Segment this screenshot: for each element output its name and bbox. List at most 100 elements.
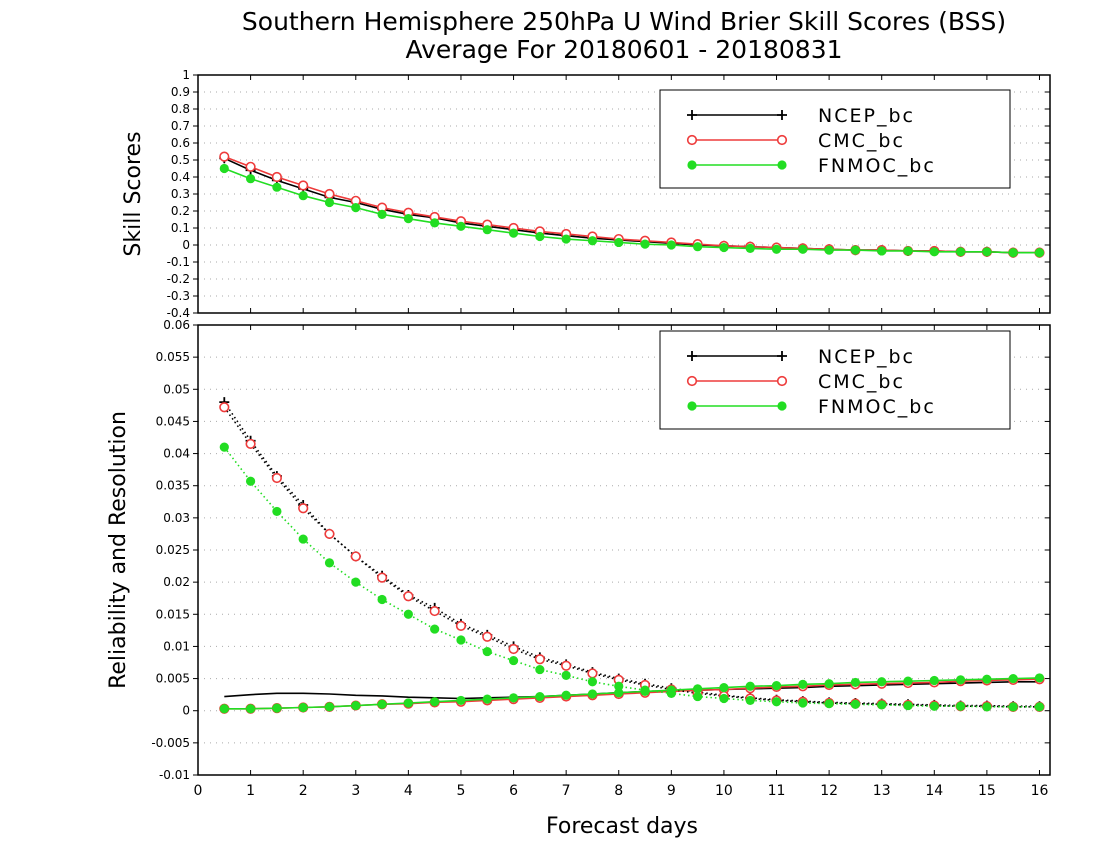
x-tick-label: 2 [299, 783, 308, 799]
data-point [561, 234, 571, 244]
data-point [219, 151, 230, 162]
data-point [824, 245, 834, 255]
x-tick-label: 10 [715, 783, 733, 799]
data-point [430, 218, 440, 228]
data-point [614, 688, 624, 698]
data-point [377, 699, 387, 709]
y-tick-label: 0.3 [171, 187, 190, 201]
data-point [745, 681, 755, 691]
legend-label: NCEP_bc [818, 105, 915, 127]
data-point [377, 209, 387, 219]
data-point [324, 702, 335, 712]
y-axis-label: Reliability and Resolution [106, 411, 131, 689]
legend-label: NCEP_bc [818, 346, 915, 368]
y-tick-label: 0.04 [163, 447, 190, 461]
data-point [219, 704, 229, 714]
y-tick-label: 0.045 [156, 414, 190, 428]
legend-label: FNMOC_bc [818, 155, 936, 177]
data-point [351, 203, 361, 213]
data-point [245, 438, 256, 450]
x-tick-label: 8 [614, 783, 623, 799]
y-tick-label: 0.6 [171, 136, 190, 150]
legend-label: FNMOC_bc [818, 396, 936, 418]
data-point [271, 171, 282, 183]
x-tick-label: 14 [925, 783, 943, 799]
panels-group: -0.4 -0.3 -0.2 -0.1 0 0.1 0.2 0.3 0.4 0.5 0.6 0.7 0.… [106, 68, 1051, 839]
data-point [745, 243, 755, 253]
data-point [429, 605, 440, 617]
y-tick-label: 0.025 [156, 543, 190, 557]
data-point [482, 694, 492, 704]
data-point [324, 558, 335, 568]
x-tick-label: 0 [194, 783, 203, 799]
y-tick-label: 0.2 [171, 204, 190, 218]
data-point [850, 699, 861, 709]
data-point [719, 693, 729, 704]
data-point [640, 685, 650, 695]
legend-marker [777, 351, 787, 361]
data-point [508, 693, 519, 703]
series-FNMOC_bc-solid [219, 673, 1045, 714]
data-point [482, 225, 492, 235]
data-point [272, 182, 282, 192]
data-point [1008, 702, 1018, 712]
data-point [561, 690, 571, 700]
y-tick-label: 0.4 [171, 170, 190, 184]
data-point [271, 472, 282, 484]
data-point [508, 655, 519, 666]
data-point [272, 703, 282, 713]
data-point [324, 197, 335, 208]
legend-box [659, 330, 1011, 430]
x-axis-label: Forecast days [546, 814, 698, 839]
data-point [219, 442, 229, 452]
data-point [640, 239, 650, 249]
data-point [929, 247, 939, 257]
data-point [745, 695, 755, 706]
legend-marker [686, 134, 698, 146]
y-tick-label: 0 [182, 238, 190, 252]
data-point [850, 245, 861, 255]
y-tick-label: 0.7 [171, 119, 190, 133]
data-point [771, 697, 782, 707]
data-point [245, 174, 256, 184]
data-point [455, 620, 467, 631]
panel-2: -0.01 -0.005 0 0.005 0.01 0.015 0.02 0.025 0.03 0… [106, 318, 1051, 839]
y-tick-label: 0.02 [163, 575, 190, 589]
data-point [403, 591, 414, 602]
series-line [223, 446, 1040, 708]
data-point [955, 675, 966, 685]
x-tick-label: 15 [978, 783, 996, 799]
y-axis-label: Skill Scores [121, 131, 146, 256]
data-point [508, 228, 519, 238]
data-point [798, 679, 808, 689]
y-tick-label: 0.1 [171, 221, 190, 235]
data-point [877, 246, 887, 256]
data-point [298, 534, 308, 544]
data-point [771, 244, 782, 254]
series-line [223, 401, 1040, 708]
data-point [456, 221, 466, 231]
data-point [508, 643, 519, 655]
data-point [719, 242, 729, 253]
data-point [245, 476, 256, 486]
data-point [324, 528, 335, 540]
series-NCEP_bc-solid [224, 680, 1040, 700]
data-point [245, 161, 256, 172]
y-tick-label: -0.3 [167, 289, 190, 303]
data-point [1034, 248, 1045, 258]
data-point [587, 668, 598, 679]
data-point [324, 188, 335, 200]
x-tick-label: 4 [404, 783, 413, 799]
series-FNMOC_bc-solid [219, 163, 1045, 258]
series-line [223, 406, 1040, 708]
y-tick-label: -0.01 [159, 768, 190, 782]
data-point [666, 688, 676, 698]
legend-marker [687, 160, 697, 170]
y-tick-label: 0 [182, 704, 190, 718]
data-point [535, 231, 545, 242]
chart-title: Southern Hemisphere 250hPa U Wind Brier … [242, 7, 1006, 36]
data-point [903, 700, 913, 711]
series-CMC_bc-dotted [219, 402, 1045, 712]
data-point [982, 674, 992, 684]
